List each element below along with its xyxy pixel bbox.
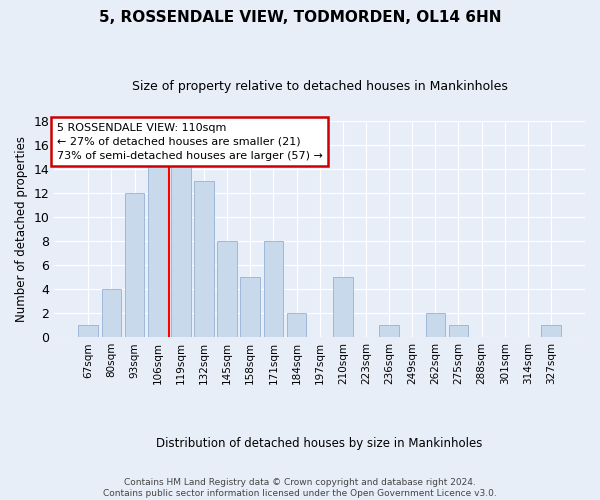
Bar	[379, 325, 399, 337]
Bar	[241, 277, 260, 337]
Bar	[125, 193, 145, 337]
Title: Size of property relative to detached houses in Mankinholes: Size of property relative to detached ho…	[132, 80, 508, 93]
Text: 5, ROSSENDALE VIEW, TODMORDEN, OL14 6HN: 5, ROSSENDALE VIEW, TODMORDEN, OL14 6HN	[99, 10, 501, 25]
Text: Contains HM Land Registry data © Crown copyright and database right 2024.
Contai: Contains HM Land Registry data © Crown c…	[103, 478, 497, 498]
Bar	[425, 313, 445, 337]
Bar	[217, 241, 237, 337]
Bar	[79, 325, 98, 337]
Text: 5 ROSSENDALE VIEW: 110sqm
← 27% of detached houses are smaller (21)
73% of semi-: 5 ROSSENDALE VIEW: 110sqm ← 27% of detac…	[57, 122, 323, 160]
Bar	[449, 325, 469, 337]
Bar	[194, 180, 214, 337]
Bar	[148, 156, 167, 337]
Bar	[287, 313, 307, 337]
Y-axis label: Number of detached properties: Number of detached properties	[15, 136, 28, 322]
Bar	[171, 156, 191, 337]
Bar	[333, 277, 353, 337]
Bar	[101, 289, 121, 337]
Bar	[541, 325, 561, 337]
Bar	[263, 241, 283, 337]
X-axis label: Distribution of detached houses by size in Mankinholes: Distribution of detached houses by size …	[157, 437, 483, 450]
